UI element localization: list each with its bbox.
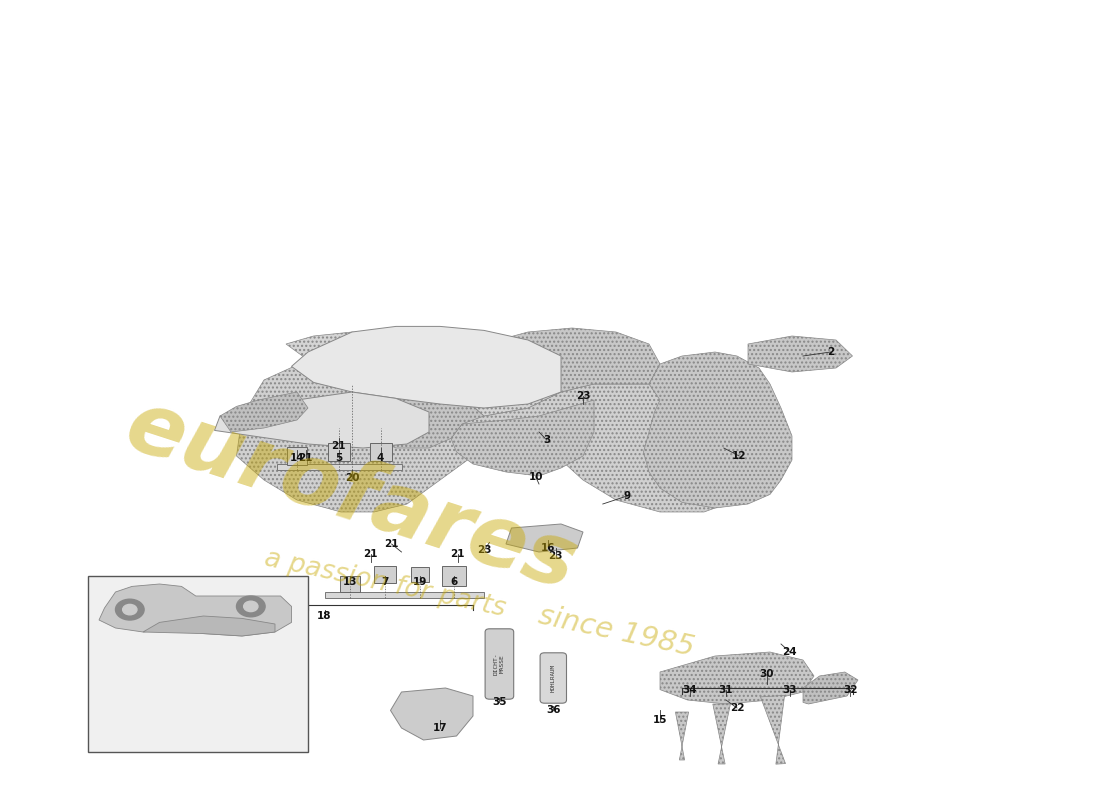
Text: 2: 2 [827, 347, 834, 357]
Text: DICHT-
MASSE: DICHT- MASSE [494, 653, 505, 675]
Text: 31: 31 [718, 685, 734, 694]
Text: 22: 22 [729, 703, 745, 713]
Bar [88, 576, 308, 752]
Text: 21: 21 [363, 550, 378, 559]
Polygon shape [324, 592, 484, 598]
Text: 14: 14 [289, 453, 305, 462]
Text: 18: 18 [317, 611, 332, 621]
Polygon shape [277, 464, 402, 470]
Text: 6: 6 [451, 578, 458, 587]
Text: since 1985: since 1985 [536, 602, 696, 662]
Text: 20: 20 [344, 474, 360, 483]
Polygon shape [411, 567, 429, 582]
Polygon shape [675, 712, 689, 760]
Polygon shape [287, 447, 307, 465]
Text: 15: 15 [652, 715, 668, 725]
Polygon shape [374, 566, 396, 583]
Text: 36: 36 [546, 706, 561, 715]
Text: 24: 24 [782, 647, 797, 657]
Text: 21: 21 [331, 442, 346, 451]
Text: 30: 30 [759, 669, 774, 678]
Text: 5: 5 [336, 453, 342, 462]
Polygon shape [506, 524, 583, 552]
Polygon shape [390, 688, 473, 740]
Polygon shape [442, 566, 466, 586]
Text: 32: 32 [843, 685, 858, 694]
Text: 23: 23 [476, 546, 492, 555]
Text: 23: 23 [575, 391, 591, 401]
Polygon shape [748, 336, 852, 372]
Polygon shape [99, 584, 292, 636]
Polygon shape [760, 695, 785, 764]
Text: 9: 9 [624, 491, 630, 501]
Polygon shape [143, 616, 275, 636]
Text: a passion for parts: a passion for parts [262, 546, 508, 622]
Polygon shape [340, 576, 360, 592]
Polygon shape [346, 356, 484, 448]
Text: 19: 19 [412, 578, 428, 587]
Polygon shape [214, 392, 429, 448]
Polygon shape [370, 443, 392, 461]
Text: 21: 21 [298, 453, 314, 462]
Circle shape [243, 602, 257, 611]
Text: HOHLRAUM: HOHLRAUM [551, 664, 556, 692]
Polygon shape [803, 672, 858, 704]
Text: 35: 35 [492, 698, 507, 707]
Circle shape [116, 599, 144, 620]
Text: 34: 34 [682, 685, 697, 694]
Text: 23: 23 [548, 551, 563, 561]
Polygon shape [220, 392, 308, 432]
Polygon shape [644, 352, 792, 508]
Text: 10: 10 [528, 472, 543, 482]
Text: 12: 12 [732, 451, 747, 461]
Text: 16: 16 [540, 543, 556, 553]
Polygon shape [328, 443, 350, 461]
Polygon shape [713, 704, 730, 764]
Circle shape [122, 605, 136, 614]
Text: 7: 7 [382, 578, 388, 587]
FancyBboxPatch shape [540, 653, 566, 703]
Polygon shape [484, 328, 660, 392]
Text: 21: 21 [384, 539, 399, 549]
Text: 4: 4 [377, 453, 384, 462]
Text: 21: 21 [450, 550, 465, 559]
Text: 33: 33 [782, 685, 797, 694]
Circle shape [236, 596, 265, 617]
Text: 17: 17 [432, 723, 448, 733]
FancyBboxPatch shape [485, 629, 514, 699]
Polygon shape [236, 352, 770, 512]
Text: eurofares: eurofares [117, 384, 587, 608]
Text: 3: 3 [543, 435, 550, 445]
Polygon shape [286, 332, 561, 416]
Polygon shape [292, 326, 561, 408]
Text: 13: 13 [342, 578, 358, 587]
Polygon shape [451, 400, 594, 476]
Polygon shape [660, 652, 814, 704]
